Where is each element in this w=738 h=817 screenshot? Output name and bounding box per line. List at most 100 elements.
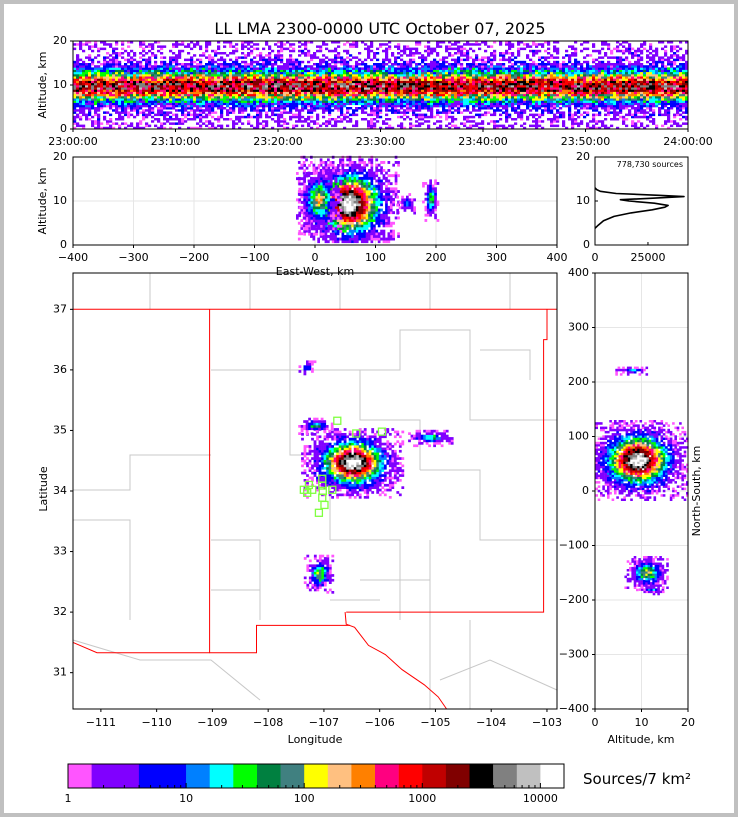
density-cell	[583, 91, 587, 95]
density-cell	[421, 78, 425, 81]
density-cell	[469, 100, 473, 103]
density-cell	[304, 98, 308, 101]
density-cell	[223, 65, 227, 68]
density-cell	[166, 87, 170, 90]
density-cell	[328, 100, 332, 103]
density-cell	[205, 98, 209, 101]
density-cell	[187, 98, 191, 101]
density-cell	[370, 45, 374, 48]
density-cell	[382, 43, 386, 46]
density-cell	[205, 96, 209, 99]
density-cell	[499, 43, 503, 46]
density-cell	[436, 102, 440, 106]
density-cell	[271, 85, 275, 88]
density-cell	[76, 58, 80, 62]
density-cell	[385, 89, 389, 92]
density-cell	[211, 111, 215, 114]
density-cell	[322, 87, 326, 90]
density-cell	[466, 69, 470, 73]
density-cell	[328, 85, 332, 88]
density-cell	[430, 63, 434, 66]
density-cell	[346, 85, 350, 88]
density-cell	[322, 91, 326, 95]
density-cell	[487, 98, 491, 101]
density-cell	[334, 49, 338, 53]
density-cell	[181, 98, 185, 101]
density-cell	[520, 41, 524, 44]
density-cell	[349, 71, 353, 75]
density-cell	[535, 109, 539, 112]
density-cell	[262, 63, 266, 66]
density-cell	[367, 85, 371, 88]
density-cell	[589, 54, 593, 57]
density-cell	[310, 93, 314, 97]
density-cell	[235, 89, 239, 92]
density-cell	[253, 100, 257, 103]
density-cell	[319, 100, 323, 103]
density-cell	[241, 111, 245, 114]
density-cell	[466, 80, 470, 84]
density-cell	[415, 65, 419, 68]
density-cell	[106, 104, 110, 108]
density-cell	[358, 74, 362, 77]
density-cell	[562, 98, 566, 101]
density-cell	[574, 113, 578, 117]
density-cell	[130, 93, 134, 97]
density-cell	[418, 109, 422, 112]
density-cell	[112, 109, 116, 112]
density-cell	[193, 93, 197, 97]
density-cell	[547, 56, 551, 59]
density-cell	[238, 67, 242, 70]
density-cell	[580, 49, 584, 53]
density-cell	[100, 96, 104, 99]
density-cell	[394, 111, 398, 114]
density-cell	[439, 93, 443, 97]
density-cell	[580, 43, 584, 46]
density-cell	[124, 74, 128, 77]
density-cell	[142, 71, 146, 75]
density-cell	[301, 78, 305, 81]
density-cell	[406, 96, 410, 99]
density-cell	[133, 104, 137, 108]
density-cell	[91, 85, 95, 88]
density-cell	[442, 63, 446, 66]
density-cell	[424, 80, 428, 84]
density-cell	[568, 76, 572, 79]
density-cell	[412, 69, 416, 73]
density-cell	[394, 45, 398, 48]
density-cell	[424, 82, 428, 86]
density-cell	[352, 93, 356, 97]
density-cell	[355, 82, 359, 86]
density-cell	[289, 96, 293, 99]
density-cell	[211, 56, 215, 59]
density-cell	[166, 100, 170, 103]
density-cell	[145, 89, 149, 92]
density-cell	[415, 49, 419, 53]
density-cell	[247, 67, 251, 70]
density-cell	[460, 98, 464, 101]
density-cell	[109, 104, 113, 108]
density-cell	[550, 100, 554, 103]
density-cell	[148, 85, 152, 88]
density-cell	[256, 89, 260, 92]
density-cell	[109, 78, 113, 81]
density-cell	[556, 49, 560, 53]
density-cell	[277, 65, 281, 68]
density-cell	[220, 87, 224, 90]
density-cell	[220, 69, 224, 73]
density-cell	[133, 76, 137, 79]
density-cell	[367, 126, 371, 130]
density-cell	[121, 102, 125, 106]
density-cell	[370, 107, 374, 110]
density-cell	[214, 82, 218, 86]
density-cell	[367, 87, 371, 90]
density-cell	[496, 109, 500, 112]
density-cell	[502, 54, 506, 57]
density-cell	[169, 49, 173, 53]
density-cell	[550, 65, 554, 68]
density-cell	[355, 100, 359, 103]
density-cell	[505, 78, 509, 81]
density-cell	[289, 78, 293, 81]
density-cell	[343, 58, 347, 62]
density-cell	[496, 71, 500, 75]
